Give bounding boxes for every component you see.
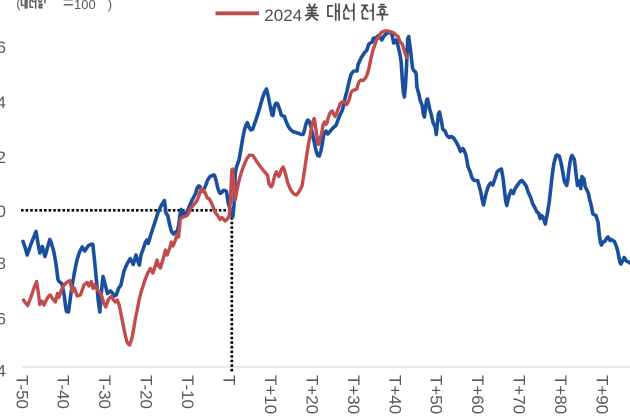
svg-text:106: 106: [0, 38, 6, 57]
svg-text:T+80: T+80: [551, 375, 570, 414]
svg-text:100: 100: [74, 0, 96, 12]
svg-text:T+10: T+10: [261, 375, 280, 414]
svg-text:T+50: T+50: [427, 375, 446, 414]
svg-text:108: 108: [0, 0, 6, 3]
svg-text:2024: 2024: [264, 6, 302, 25]
svg-text:T+40: T+40: [385, 375, 404, 414]
svg-text:T: T: [220, 375, 239, 385]
svg-text:T+70: T+70: [510, 375, 529, 414]
svg-text:98: 98: [0, 254, 6, 273]
svg-text:102: 102: [0, 148, 6, 167]
svg-text:96: 96: [0, 310, 6, 329]
svg-text:T+60: T+60: [468, 375, 487, 414]
svg-text:94: 94: [0, 362, 6, 381]
svg-text:T-40: T-40: [54, 375, 73, 409]
svg-text:T-30: T-30: [95, 375, 114, 409]
svg-text:=: =: [63, 0, 74, 14]
svg-text:T-50: T-50: [12, 375, 31, 409]
svg-text:T+30: T+30: [344, 375, 363, 414]
svg-text:T+20: T+20: [302, 375, 321, 414]
svg-text:100: 100: [0, 202, 6, 221]
svg-text:(: (: [16, 0, 21, 11]
svg-text:T+90: T+90: [593, 375, 612, 414]
svg-text:T-20: T-20: [137, 375, 156, 409]
svg-text:): ): [108, 0, 112, 12]
svg-text:T-10: T-10: [178, 375, 197, 409]
svg-text:104: 104: [0, 93, 6, 112]
